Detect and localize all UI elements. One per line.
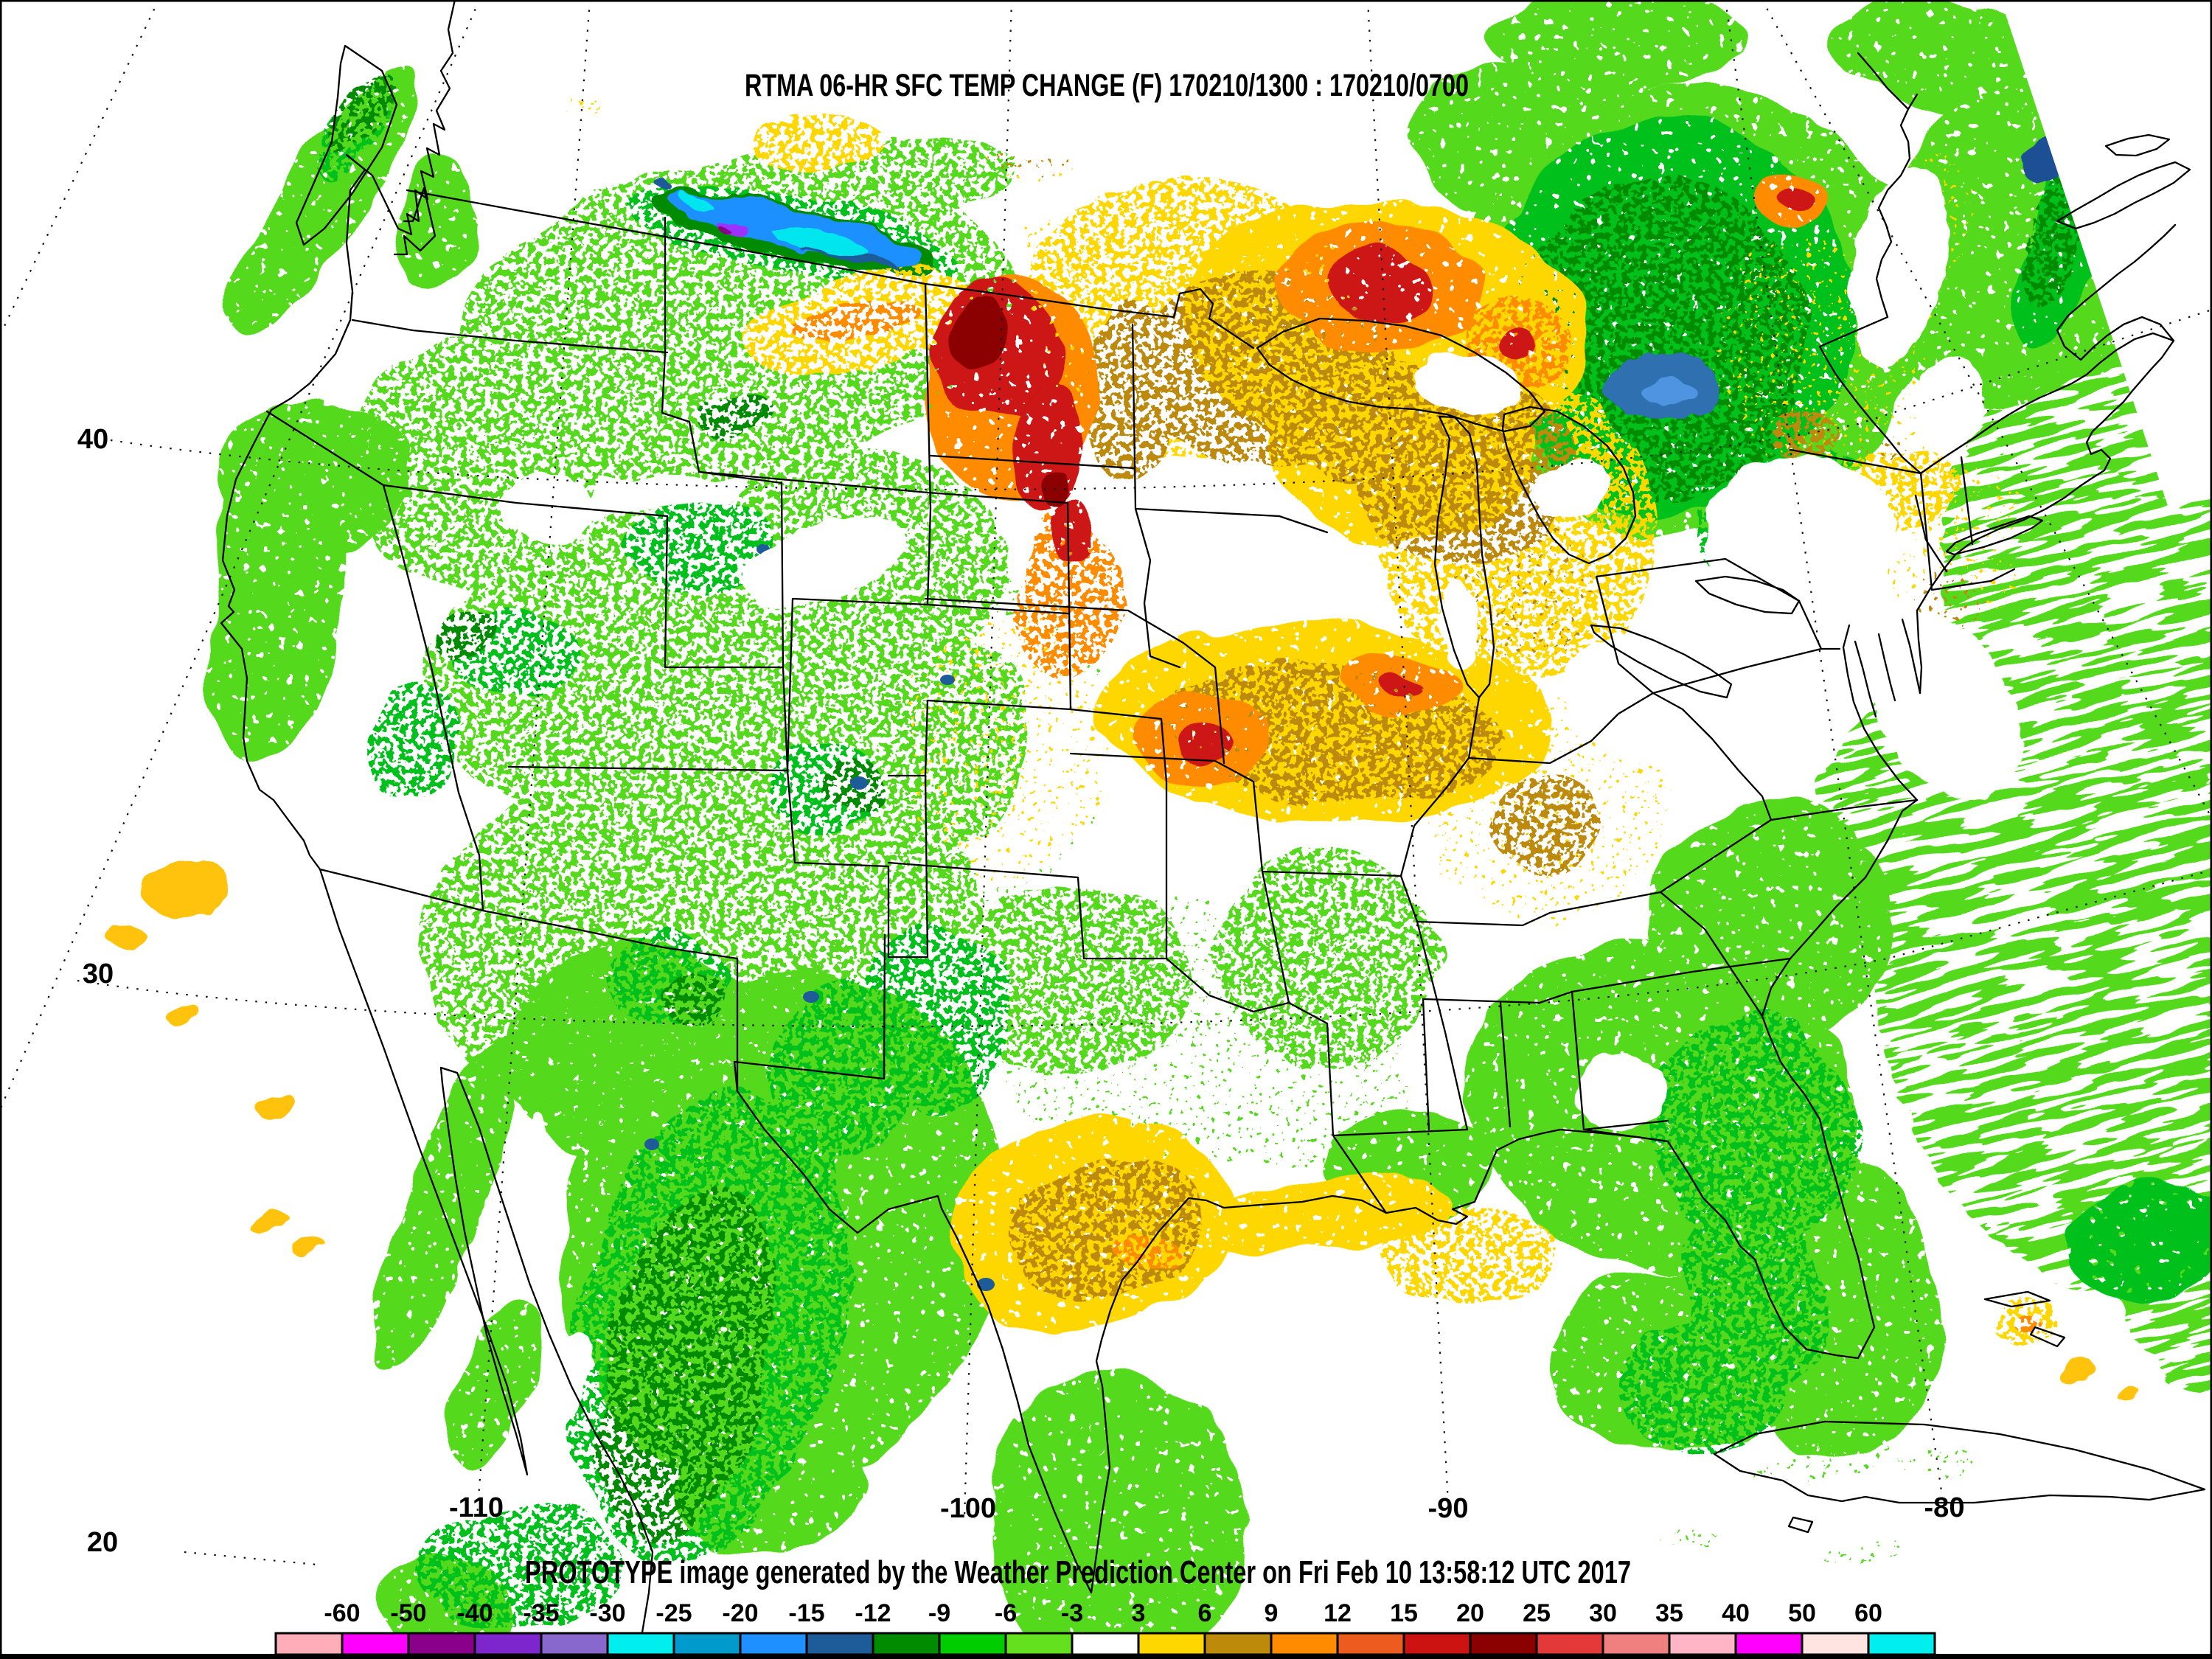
svg-text:PROTOTYPE image generated by t: PROTOTYPE image generated by the Weather…: [525, 1554, 1631, 1590]
svg-text:35: 35: [1655, 1599, 1683, 1627]
svg-text:-30: -30: [589, 1599, 625, 1627]
svg-text:-15: -15: [788, 1599, 824, 1627]
svg-text:-20: -20: [722, 1599, 758, 1627]
svg-text:-90: -90: [1428, 1493, 1469, 1524]
svg-text:-60: -60: [324, 1599, 360, 1627]
svg-text:60: 60: [1854, 1599, 1882, 1627]
svg-text:40: 40: [1722, 1599, 1750, 1627]
svg-text:40: 40: [77, 424, 108, 455]
svg-text:6: 6: [1198, 1599, 1212, 1627]
svg-text:20: 20: [87, 1527, 118, 1558]
svg-text:25: 25: [1523, 1599, 1551, 1627]
svg-text:12: 12: [1324, 1599, 1352, 1627]
svg-text:-35: -35: [523, 1599, 559, 1627]
svg-text:3: 3: [1132, 1599, 1146, 1627]
svg-text:-80: -80: [1924, 1492, 1965, 1523]
svg-text:-40: -40: [456, 1599, 493, 1627]
svg-text:-50: -50: [390, 1599, 426, 1627]
svg-text:50: 50: [1788, 1599, 1816, 1627]
svg-text:20: 20: [1456, 1599, 1484, 1627]
svg-text:30: 30: [1589, 1599, 1617, 1627]
svg-text:-6: -6: [995, 1599, 1017, 1627]
svg-text:15: 15: [1390, 1599, 1418, 1627]
svg-text:-9: -9: [928, 1599, 950, 1627]
svg-text:-3: -3: [1061, 1599, 1083, 1627]
svg-text:-110: -110: [449, 1492, 504, 1523]
svg-text:9: 9: [1265, 1599, 1279, 1627]
svg-text:-12: -12: [855, 1599, 891, 1627]
svg-text:30: 30: [83, 959, 114, 990]
svg-text:RTMA 06-HR SFC TEMP CHANGE (F): RTMA 06-HR SFC TEMP CHANGE (F) 170210/13…: [745, 68, 1469, 103]
svg-text:-100: -100: [940, 1493, 996, 1524]
svg-text:-25: -25: [655, 1599, 692, 1627]
